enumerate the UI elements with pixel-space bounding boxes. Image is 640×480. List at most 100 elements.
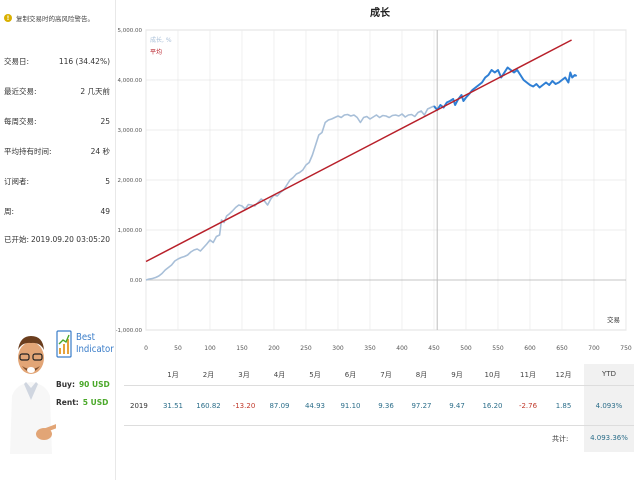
month-header: 6月: [344, 371, 357, 379]
chart-legend: 成长, % 平均: [150, 36, 172, 56]
warning-icon: !: [4, 14, 12, 22]
total-value: 4.093.36%: [590, 434, 628, 442]
stat-row: 交易日: 116 (34.42%): [4, 55, 110, 67]
ad-buy-value: 90 USD: [78, 380, 110, 389]
y-tick-label: 2,000.00: [118, 178, 143, 184]
y-tick-label: 5,000.00: [118, 28, 143, 34]
legend-label: 成长, %: [150, 36, 172, 44]
total-label: 共计:: [552, 435, 569, 443]
ad-rent-price: Rent: 5 USD: [56, 398, 108, 407]
stat-row: 最近交易: 2 几天前: [4, 85, 110, 97]
ad-brand-line2: Indicator: [76, 344, 114, 355]
x-tick-label: 750: [620, 345, 632, 352]
month-value: 16.20: [482, 402, 503, 410]
y-tick-label: 4,000.00: [118, 78, 143, 84]
month-header: 10月: [484, 371, 501, 379]
risk-warning[interactable]: ! 复制交易时的高风险警告。: [4, 11, 116, 25]
month-value: -2.76: [518, 402, 538, 410]
stat-label: 周:: [4, 206, 15, 216]
ytd-value: 4.093%: [595, 402, 623, 410]
chart-series: [145, 39, 578, 281]
month-value: -13.20: [232, 402, 256, 410]
ad-rent-value: 5 USD: [82, 398, 109, 407]
stat-label: 订阅者:: [4, 176, 30, 186]
month-header: 12月: [555, 371, 572, 379]
x-tick-label: 300: [332, 345, 344, 352]
x-tick-label: 450: [428, 345, 440, 352]
x-tick-label: 350: [364, 345, 376, 352]
x-tick-label: 0: [144, 345, 148, 352]
ad-rent-label: Rent:: [56, 398, 79, 407]
stat-value: 116 (34.42%): [58, 56, 110, 66]
month-header: 9月: [451, 371, 463, 379]
ad-brand-line1: Best: [76, 332, 95, 343]
x-axis-label: 交易: [607, 315, 620, 324]
y-tick-label: 0.00: [130, 278, 143, 284]
y-tick-label: 3,000.00: [118, 128, 143, 134]
month-header: 5月: [309, 371, 321, 379]
ytd-column: [584, 364, 634, 426]
stat-row: 订阅者: 5: [4, 175, 110, 187]
month-value: 1.85: [555, 402, 572, 410]
x-tick-label: 600: [524, 345, 536, 352]
year-row: 2019 31.51 160.82 -13.20 87.09 44.93 91.10 9.3…: [124, 386, 634, 426]
y-tick-label: -1,000.00: [116, 328, 142, 334]
chart-title: 成长: [370, 8, 390, 19]
stat-value: 25: [100, 116, 110, 126]
growth-chart: 0 50 100 150 200 250 300 350 400 450 500 550 600 650 7…: [116, 28, 632, 352]
month-value: 97.27: [411, 402, 432, 410]
x-tick-label: 400: [396, 345, 408, 352]
month-header: 1月: [167, 371, 179, 379]
stat-label: 已开始:: [4, 234, 30, 244]
man-portrait-image: [10, 336, 56, 454]
chart-grid: [145, 29, 627, 331]
total-cell: 4.093.36%: [584, 426, 634, 452]
stat-label: 平均持有时间:: [4, 146, 52, 156]
x-tick-label: 250: [300, 345, 312, 352]
stat-value: 24 秒: [90, 146, 110, 156]
series-line-2: [145, 39, 572, 263]
y-tick-label: 1,000.00: [118, 228, 143, 234]
month-value: 160.82: [196, 402, 221, 410]
month-header: 3月: [238, 371, 250, 379]
x-tick-label: 700: [588, 345, 600, 352]
x-tick-label: 500: [460, 345, 472, 352]
total-row: 共计: 4.093.36%: [124, 426, 634, 452]
month-value: 31.51: [162, 402, 184, 410]
monthly-returns-table: 1月 2月 3月 4月 5月 6月 7月 8月 9月 10月 11月 12月 YTD 2019 31.5…: [124, 364, 634, 452]
year-label: 2019: [130, 402, 148, 410]
stat-label: 每周交易:: [4, 116, 37, 126]
stat-value: 5: [105, 176, 110, 186]
best-indicator-logo-icon: [56, 330, 72, 358]
stat-value: 49: [100, 206, 110, 216]
chart-axes: 0 50 100 150 200 250 300 350 400 450 500 550 600 650 7…: [116, 28, 632, 352]
month-header: 8月: [415, 371, 428, 379]
ytd-header: YTD: [602, 370, 616, 378]
ad-brand-name: Best Indicator: [76, 332, 114, 356]
x-tick-label: 650: [556, 345, 568, 352]
series-line-0: [145, 105, 435, 281]
stat-row: 每周交易: 25: [4, 115, 110, 127]
stat-row: 周: 49: [4, 205, 110, 217]
month-value: 91.10: [340, 402, 361, 410]
month-value: 9.36: [378, 402, 394, 410]
risk-warning-text[interactable]: 复制交易时的高风险警告。: [16, 15, 94, 23]
month-value: 44.93: [304, 402, 326, 410]
month-header: 11月: [520, 371, 536, 379]
x-tick-label: 50: [174, 345, 182, 352]
x-tick-label: 200: [268, 345, 280, 352]
stat-value: 2 几天前: [80, 86, 110, 96]
months-header-row: 1月 2月 3月 4月 5月 6月 7月 8月 9月 10月 11月 12月 YTD: [124, 364, 634, 386]
month-header: 7月: [380, 371, 392, 379]
month-value: 9.47: [449, 402, 465, 410]
ad-buy-label: Buy:: [56, 380, 75, 389]
stat-row: 平均持有时间: 24 秒: [4, 145, 110, 157]
month-value: 87.09: [269, 402, 290, 410]
advertisement[interactable]: Best Indicator Buy: 90 USD Rent: 5 USD: [6, 322, 114, 454]
x-tick-label: 150: [236, 345, 248, 352]
x-tick-label: 550: [492, 345, 504, 352]
legend-label: 平均: [150, 48, 162, 56]
stat-label: 最近交易:: [4, 86, 37, 96]
stat-row: 已开始: 2019.09.20 03:05:20: [4, 233, 110, 245]
month-header: 4月: [273, 371, 286, 379]
